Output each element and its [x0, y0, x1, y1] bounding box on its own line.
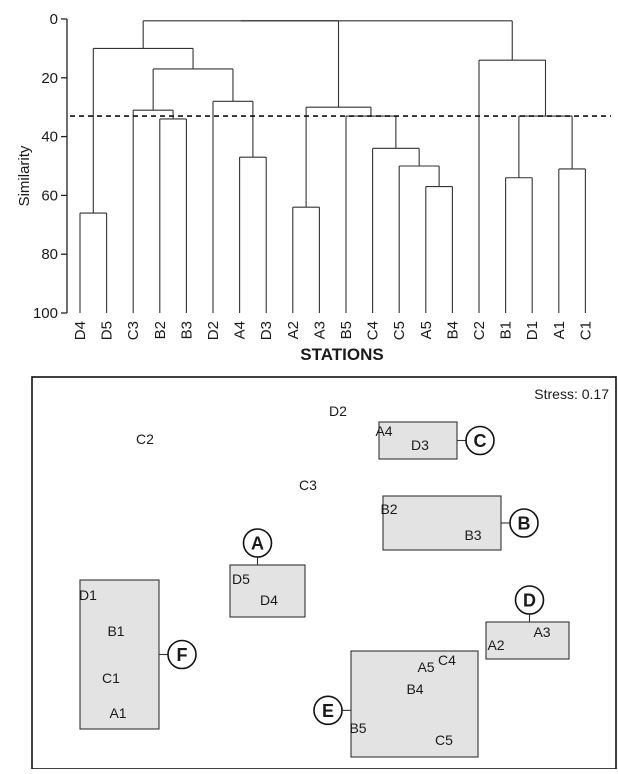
cluster-letter-b: B — [518, 514, 531, 534]
station-point-c1: C1 — [102, 670, 120, 686]
station-point-c3: C3 — [299, 477, 317, 493]
cluster-marker-e — [313, 695, 343, 726]
cluster-marker-b — [509, 508, 539, 538]
leaf-label-a5: A5 — [418, 321, 435, 339]
leaf-label-d2: D2 — [205, 321, 222, 340]
leaf-label-d4: D4 — [72, 321, 89, 340]
station-point-b4: B4 — [406, 681, 423, 697]
cluster-marker-a — [242, 528, 273, 558]
cluster-box-a — [229, 564, 306, 618]
station-point-a3: A3 — [533, 624, 550, 640]
cluster-group-e: E — [313, 650, 479, 758]
cluster-box-e — [350, 650, 479, 758]
cluster-letter-d: D — [523, 591, 536, 611]
station-point-d2: D2 — [329, 403, 347, 419]
dendrogram: 0 20 40 60 80 100 Similarity D4 D5 C3 B2 B3 D2 A4 D3 A2… — [16, 11, 611, 364]
leaf-label-c3: C3 — [125, 321, 142, 340]
cluster-marker-d — [514, 585, 545, 615]
station-point-a5: A5 — [417, 659, 434, 675]
cluster-letter-e: E — [322, 701, 334, 721]
station-point-b5: B5 — [349, 720, 366, 736]
leaf-label-b5: B5 — [338, 321, 355, 339]
leaf-label-d1: D1 — [524, 321, 541, 340]
stress-label: Stress: 0.17 — [534, 386, 609, 402]
y-tick-label: 80 — [41, 246, 58, 263]
leaf-label-b2: B2 — [152, 321, 169, 339]
station-point-c4: C4 — [438, 652, 456, 668]
cluster-group-b: B — [382, 495, 539, 551]
leaf-label-c5: C5 — [391, 321, 408, 340]
leaf-label-d3: D3 — [258, 321, 275, 340]
cluster-group-f: F — [79, 579, 197, 730]
y-tick-label: 0 — [50, 11, 58, 28]
leaf-label-c4: C4 — [365, 321, 382, 340]
cluster-box-f — [79, 579, 160, 730]
y-tick-label: 20 — [41, 70, 58, 87]
cluster-group-c: C — [378, 421, 495, 460]
y-tick-label: 40 — [41, 129, 58, 146]
cluster-letter-c: C — [474, 431, 487, 451]
cluster-marker-f — [167, 639, 197, 670]
station-point-a4: A4 — [375, 423, 392, 439]
cluster-group-a: A — [229, 528, 306, 618]
leaf-label-a2: A2 — [285, 321, 302, 339]
leaf-label-a3: A3 — [311, 321, 328, 339]
leaf-label-a4: A4 — [232, 321, 249, 339]
x-axis-title: STATIONS — [300, 345, 383, 364]
station-point-c5: C5 — [435, 732, 453, 748]
leaf-label-b1: B1 — [498, 321, 515, 339]
mds-plot: Stress: 0.17 C B A D E F D2 C2 C3 A4 D3 B2 B3 D5 D4 A2 A3… — [31, 376, 617, 770]
leaf-label-a1: A1 — [551, 321, 568, 339]
y-tick-label: 100 — [33, 305, 58, 322]
cluster-box-b — [382, 495, 502, 551]
cluster-box-d — [485, 621, 570, 660]
leaf-label-c2: C2 — [471, 321, 488, 340]
station-point-d1: D1 — [79, 587, 97, 603]
station-point-d5: D5 — [232, 571, 250, 587]
station-point-b1: B1 — [107, 623, 124, 639]
station-point-c2: C2 — [136, 431, 154, 447]
station-point-b3: B3 — [464, 527, 481, 543]
station-point-d3: D3 — [411, 437, 429, 453]
leaf-label-b3: B3 — [178, 321, 195, 339]
leaf-label-c1: C1 — [577, 321, 594, 340]
y-axis-title: Similarity — [16, 145, 33, 206]
station-point-a1: A1 — [109, 705, 126, 721]
y-tick-label: 60 — [41, 187, 58, 204]
station-point-b2: B2 — [380, 501, 397, 517]
cluster-letter-f: F — [177, 645, 188, 665]
cluster-letter-a: A — [251, 534, 264, 554]
leaf-label-d5: D5 — [99, 321, 116, 340]
station-point-a2: A2 — [487, 637, 504, 653]
station-point-d4: D4 — [260, 592, 278, 608]
leaf-label-b4: B4 — [444, 321, 461, 339]
cluster-group-d: D — [485, 585, 570, 660]
cluster-marker-c — [465, 425, 495, 456]
